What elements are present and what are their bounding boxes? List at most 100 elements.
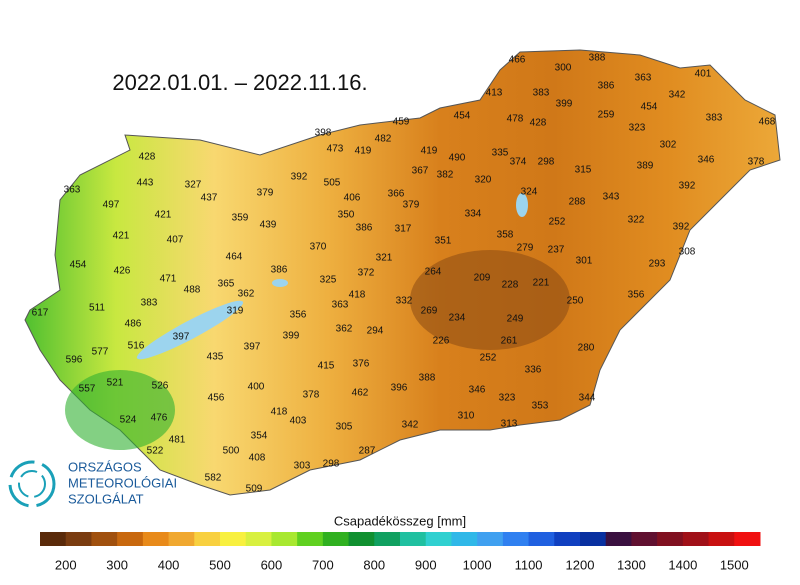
station-value: 443 [137,178,154,189]
legend-tick-label: 400 [158,557,180,572]
station-value: 342 [669,90,686,101]
station-value: 298 [323,459,340,470]
station-value: 315 [575,165,592,176]
station-value: 383 [141,298,158,309]
station-value: 372 [358,268,375,279]
legend-swatch [657,532,684,546]
dry-core [410,250,570,350]
legend-swatch [580,532,607,546]
station-value: 462 [352,388,369,399]
station-value: 294 [367,326,384,337]
station-value: 386 [598,81,615,92]
station-value: 376 [353,359,370,370]
legend-tick-label: 600 [261,557,283,572]
legend-tick-label: 800 [363,557,385,572]
legend-swatch [322,532,350,546]
station-value: 310 [458,411,475,422]
station-value: 415 [318,361,335,372]
legend-swatch [425,532,452,546]
legend-swatch [142,532,170,546]
station-value: 421 [113,231,130,242]
station-value: 428 [530,118,547,129]
station-value: 418 [271,407,288,418]
legend-swatch [117,532,144,546]
logo-mark-inner [18,470,46,498]
station-value: 226 [433,336,450,347]
station-value: 350 [338,210,355,221]
station-value: 374 [510,157,527,168]
country-shape [24,49,781,496]
station-value: 288 [569,197,586,208]
station-value: 366 [388,189,405,200]
station-value: 482 [375,134,392,145]
legend-swatch [682,532,710,546]
legend-swatch [348,532,375,546]
legend-swatch [400,532,427,546]
station-value: 596 [66,355,83,366]
station-value: 392 [291,172,308,183]
legend-title: Csapadékösszeg [mm] [334,513,466,528]
legend-swatch [605,532,632,546]
station-value: 336 [525,365,542,376]
station-value: 354 [251,431,268,442]
station-value: 383 [533,88,550,99]
station-value: 221 [533,278,550,289]
station-value: 505 [324,178,341,189]
station-value: 252 [549,217,566,228]
station-value: 363 [332,300,349,311]
station-value: 526 [152,381,169,392]
legend-swatch [168,532,195,546]
station-value: 301 [576,256,593,267]
station-value: 396 [391,383,408,394]
station-value: 389 [637,161,654,172]
station-value: 321 [376,253,393,264]
station-value: 323 [499,393,516,404]
station-value: 303 [294,461,311,472]
lake-tisza [516,193,528,217]
station-value: 353 [532,401,549,412]
station-value: 407 [167,235,184,246]
station-value: 439 [260,220,277,231]
station-value: 359 [232,213,249,224]
station-value: 370 [310,242,327,253]
station-value: 397 [244,342,261,353]
station-value: 237 [548,245,565,256]
station-value: 437 [201,193,218,204]
station-value: 418 [349,290,366,301]
station-value: 322 [628,215,645,226]
station-value: 454 [454,111,471,122]
station-value: 397 [173,332,190,343]
legend-tick-label: 1400 [668,557,697,572]
station-value: 582 [205,473,222,484]
station-value: 521 [107,378,124,389]
station-value: 323 [629,123,646,134]
station-value: 252 [480,353,497,364]
station-value: 617 [32,308,49,319]
legend-swatch [91,532,118,546]
station-value: 279 [517,243,534,254]
legend-swatch [245,532,272,546]
station-value: 382 [437,170,454,181]
station-value: 476 [151,413,168,424]
lake-balaton [136,300,244,360]
station-value: 428 [139,152,156,163]
station-value: 346 [698,155,715,166]
legend-tick-label: 1100 [515,557,543,572]
station-value: 383 [706,113,723,124]
station-value: 468 [759,117,776,128]
legend-tick-label: 1300 [617,557,646,572]
station-value: 356 [290,310,307,321]
legend-swatch [708,532,735,546]
station-value: 386 [356,223,373,234]
station-value: 399 [283,331,300,342]
station-value: 356 [628,290,645,301]
logo-text: METEOROLÓGIAI [68,475,177,490]
station-value: 320 [475,175,492,186]
legend-swatch [374,532,401,546]
station-value: 287 [359,446,376,457]
station-value: 305 [336,422,353,433]
legend-swatch [40,532,67,546]
station-value: 300 [555,63,572,74]
station-value: 413 [486,88,503,99]
station-value: 486 [125,319,142,330]
